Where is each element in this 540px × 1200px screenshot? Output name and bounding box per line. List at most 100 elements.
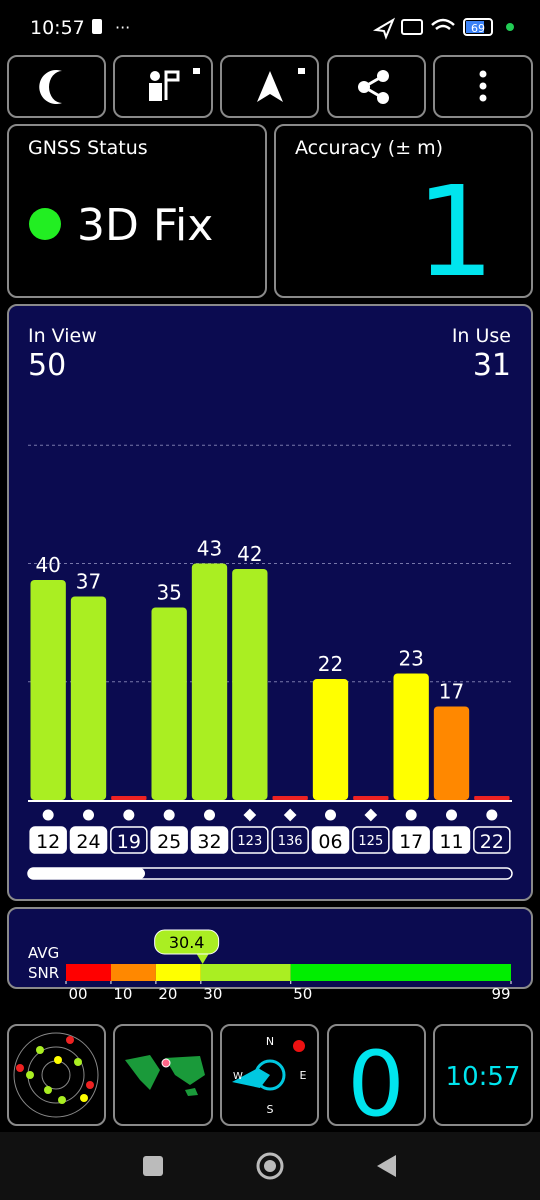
map-pin: [161, 1058, 171, 1068]
map-tile[interactable]: [113, 1024, 213, 1126]
bar: [433, 706, 470, 800]
accuracy-card: [274, 124, 533, 298]
accuracy-value: 1: [415, 160, 495, 305]
gnss-label: GNSS Status: [28, 137, 148, 159]
bar: [232, 569, 268, 800]
bar: [191, 563, 228, 800]
status-more: ···: [115, 18, 130, 37]
radar-sats: [26, 1046, 82, 1104]
wifi-icon: [431, 18, 455, 30]
lock-icon: [193, 68, 200, 74]
satellite-id: 125: [358, 834, 383, 849]
battery-text: 69: [471, 22, 485, 35]
snr-band: [155, 964, 201, 981]
snr-tick-label: 00: [68, 985, 87, 1003]
satellite-id: 136: [278, 834, 303, 849]
value-label: 37: [76, 570, 101, 594]
constellation-marker: [204, 809, 215, 821]
snr-tick-label: 99: [491, 985, 510, 1003]
value-label: 17: [439, 680, 464, 704]
constellation-marker: [446, 809, 457, 821]
share-icon: [377, 70, 389, 82]
night-button[interactable]: [7, 55, 106, 118]
gnss-card: [7, 124, 267, 298]
moon-icon: [39, 70, 62, 104]
recents-button[interactable]: [143, 1156, 163, 1176]
satellite-id: 25: [157, 831, 181, 853]
constellation-marker: [486, 809, 498, 821]
snr-band: [200, 964, 291, 981]
satellite-id-box: [150, 826, 188, 854]
avg-value: 30.4: [169, 933, 205, 952]
value-label: 42: [237, 542, 262, 566]
radar-sats: [54, 1056, 88, 1102]
satellite-id-box: [352, 826, 390, 854]
share-button[interactable]: [327, 55, 426, 118]
constellation-marker: [123, 809, 135, 821]
share-icon: [358, 81, 370, 93]
satellite-id-box: [432, 826, 471, 854]
clock-tile[interactable]: [433, 1024, 533, 1126]
scroll-thumb[interactable]: [28, 868, 145, 879]
guide-button[interactable]: [113, 55, 213, 118]
accuracy-label: Accuracy (± m): [295, 137, 443, 159]
radar-sats: [16, 1036, 94, 1089]
satellite-id-box: [190, 826, 229, 854]
snr-tick-label: 10: [113, 985, 132, 1003]
snr-tick-label: 50: [293, 985, 312, 1003]
constellation-marker: [405, 809, 417, 821]
satellite-id-box: [473, 826, 511, 854]
map-land: [125, 1055, 205, 1096]
satellite-id-box: [69, 826, 108, 854]
constellation-marker: [83, 809, 94, 821]
snr-band: [66, 964, 111, 981]
compass-w: W: [233, 1071, 243, 1082]
bar: [111, 796, 147, 800]
gnss-value: 3D Fix: [77, 200, 213, 251]
value-label: 43: [197, 537, 222, 561]
battery-level: [466, 21, 484, 33]
constellation-marker: [42, 809, 54, 821]
constellation-marker: [163, 809, 175, 821]
radar-ring: [13, 1032, 99, 1118]
satellite-id: 11: [439, 831, 463, 853]
person-icon: [150, 71, 160, 81]
in-view-label: In View: [28, 325, 97, 347]
radar-tile[interactable]: [7, 1024, 106, 1126]
satellite-id: 06: [318, 831, 342, 853]
in-use-value: 31: [473, 348, 511, 383]
menu-icon: [479, 82, 487, 90]
battery-icon: [463, 18, 493, 36]
arrow-icon: [257, 71, 283, 102]
bar: [30, 580, 66, 800]
lock-icon: [298, 68, 305, 74]
snr-band: [110, 964, 156, 981]
satellite-id-box: [29, 826, 67, 854]
satellite-id-box: [392, 826, 430, 854]
satellite-id: 32: [197, 831, 221, 853]
bar: [70, 596, 107, 800]
count-value: 0: [347, 1032, 404, 1137]
tiles: N E S W 0 10:57: [7, 1024, 533, 1137]
snr-band: [290, 964, 511, 981]
bar: [353, 796, 389, 800]
satellite-id: 24: [76, 831, 100, 853]
back-button[interactable]: [377, 1155, 396, 1177]
snr-label: SNR: [28, 964, 59, 982]
value-label: 35: [156, 581, 181, 605]
constellation-marker: [325, 809, 336, 821]
person-icon: [149, 83, 162, 101]
bar: [393, 673, 429, 800]
home-button[interactable]: [256, 1152, 284, 1180]
count-tile[interactable]: [327, 1024, 426, 1126]
compass-needle: [232, 1068, 270, 1088]
in-view-value: 50: [28, 348, 66, 383]
avg-bubble: [154, 929, 220, 955]
status-dot: [506, 23, 514, 31]
fix-indicator: [29, 208, 61, 240]
value-label: 22: [318, 652, 343, 676]
status-icon: [92, 19, 102, 34]
compass-n: N: [266, 1035, 274, 1048]
snr-tick-label: 30: [203, 985, 222, 1003]
